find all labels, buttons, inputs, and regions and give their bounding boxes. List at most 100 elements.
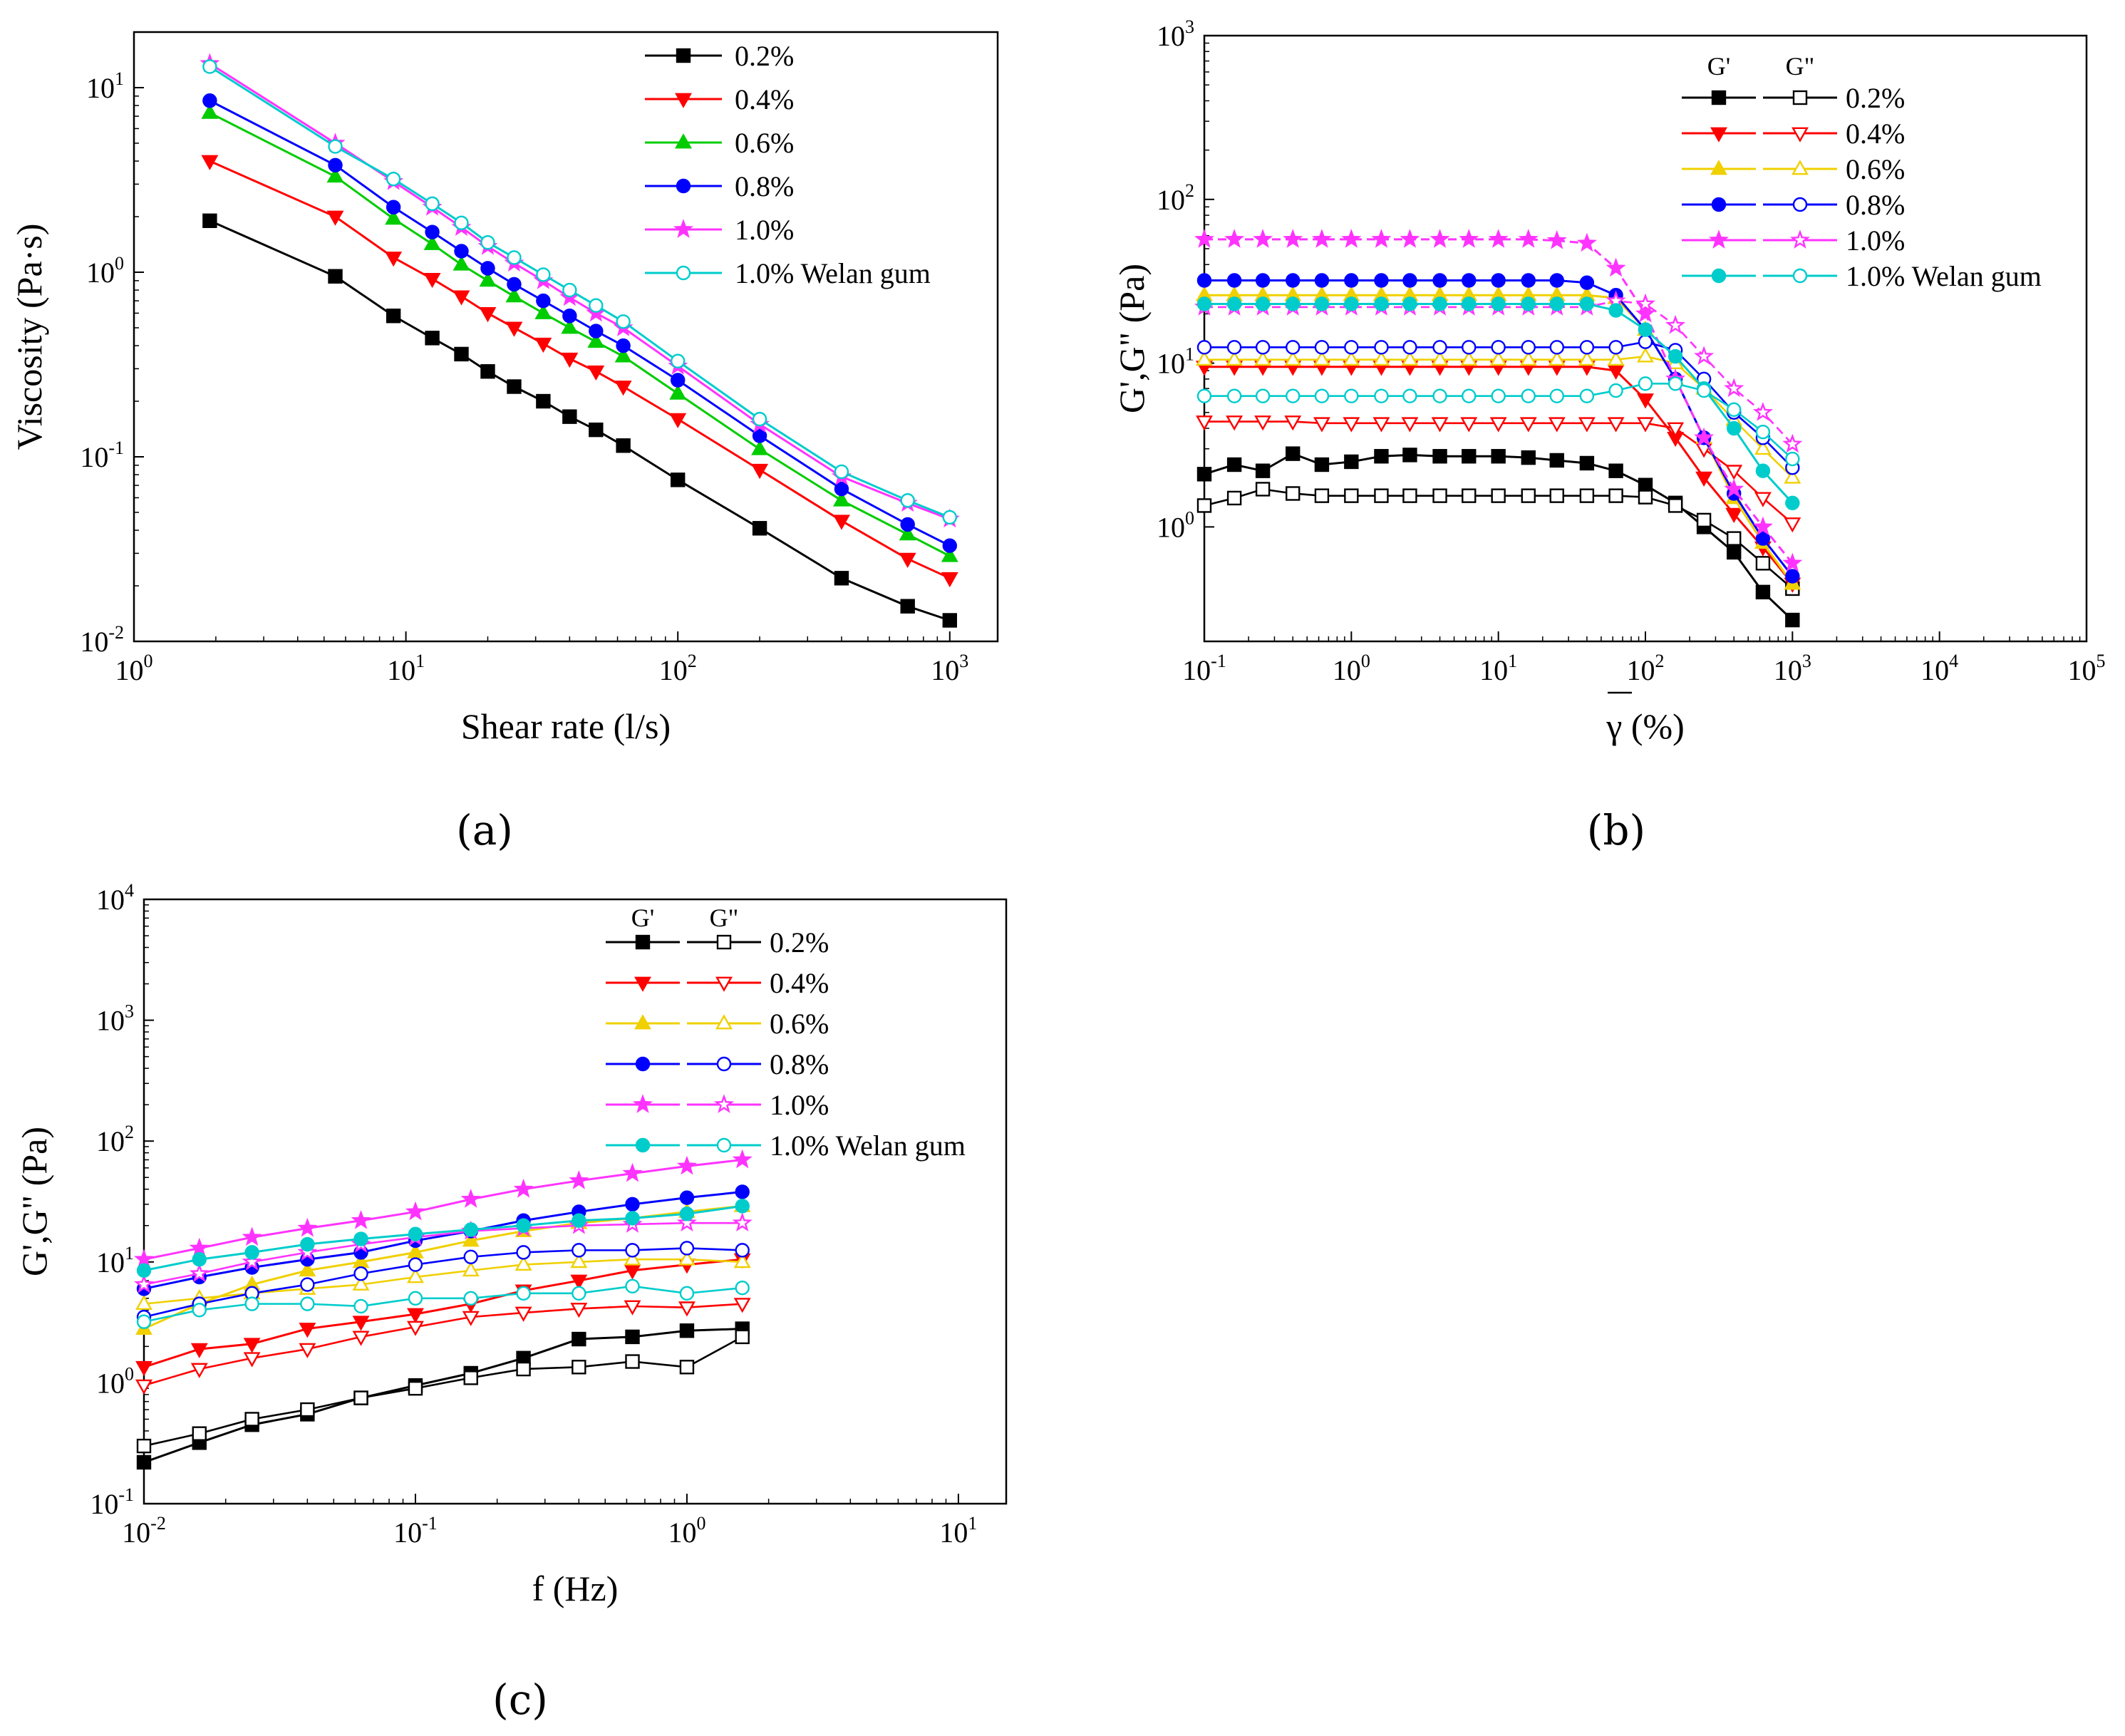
legend-marker-g1 [1711, 268, 1727, 284]
y-axis-title: G',G" (Pa) [1112, 264, 1152, 413]
legend-marker [675, 133, 692, 149]
x-tick-label: 104 [1920, 651, 1958, 686]
legend-label: 0.4% [770, 967, 829, 999]
data-point [479, 307, 497, 323]
y-tick-label: 10-1 [90, 1484, 134, 1520]
data-point-g2 [463, 1291, 478, 1306]
y-tick-label-base: 10 [1157, 184, 1185, 216]
data-point-g1 [1579, 296, 1595, 311]
data-point-g2 [1401, 350, 1419, 366]
data-point-g1 [1402, 448, 1417, 463]
data-point-g2 [570, 1303, 588, 1318]
data-point-g1 [516, 1218, 531, 1233]
data-point [202, 59, 217, 74]
data-point-g1 [1752, 516, 1773, 536]
legend-marker-g2 [1792, 90, 1808, 105]
series-g2-line-3 [143, 1247, 743, 1318]
data-point [614, 381, 632, 396]
legend-label: 0.6% [1846, 153, 1905, 185]
y-tick-label-base: 10 [1157, 20, 1185, 52]
data-point [614, 347, 632, 363]
data-point-g1 [1755, 584, 1771, 600]
data-point [479, 272, 497, 287]
data-point-g1 [1432, 273, 1447, 288]
legend-label: 0.2% [770, 926, 829, 959]
legend-header-g2: G" [1786, 52, 1815, 81]
y-tick-label-exponent: 0 [125, 1363, 134, 1384]
data-point-g2 [408, 1257, 423, 1272]
legend-marker-g2 [1790, 229, 1810, 249]
data-point-g2 [244, 1296, 259, 1311]
data-point-g1 [136, 1455, 152, 1470]
data-point-g1 [352, 1316, 370, 1331]
data-point-g2 [1196, 340, 1212, 355]
x-tick-label-base: 10 [668, 1517, 696, 1549]
x-tick-label-base: 10 [387, 654, 415, 686]
data-point [942, 613, 958, 628]
x-tick-label-base: 10 [393, 1517, 422, 1549]
data-point [480, 234, 495, 250]
data-point-g1 [1311, 229, 1332, 248]
legend-marker-g1 [633, 1094, 653, 1113]
data-point [942, 538, 958, 553]
data-point-g2 [463, 1249, 478, 1264]
data-point-g2 [1344, 388, 1359, 403]
data-point-g2 [1343, 417, 1360, 433]
data-point-g2 [624, 1300, 641, 1316]
data-point-g2 [1785, 451, 1800, 467]
data-point-g2 [243, 1352, 261, 1368]
data-point [832, 515, 850, 530]
data-point-g2 [516, 1286, 531, 1301]
legend-label: 0.6% [770, 1008, 829, 1040]
legend-marker-g2 [714, 1094, 734, 1113]
data-point-g2 [1286, 340, 1301, 355]
data-point-g2 [1519, 417, 1537, 433]
data-point-g1 [1518, 229, 1539, 248]
legend-marker [676, 178, 691, 194]
data-point-g2 [1374, 340, 1389, 355]
data-point-g2 [1372, 350, 1390, 366]
data-point [480, 261, 495, 276]
x-tick-label: 10-2 [122, 1513, 166, 1549]
data-point-g1 [572, 1213, 586, 1228]
data-point-g2 [300, 1296, 315, 1311]
data-point [423, 234, 441, 250]
x-tick-label-base: 10 [1333, 654, 1361, 686]
data-point-g2 [1254, 350, 1272, 366]
data-point-g2 [1286, 486, 1301, 501]
data-point-g2 [1226, 340, 1242, 355]
data-point-g2 [1491, 488, 1506, 503]
data-point-g1 [513, 1178, 534, 1198]
data-point-g2 [462, 1311, 480, 1326]
x-tick-label-exponent: 1 [1508, 651, 1517, 671]
data-point [671, 373, 686, 388]
y-axis-title: G',G" (Pa) [14, 1127, 54, 1276]
data-point [201, 103, 219, 119]
legend-label: 1.0% Welan gum [735, 257, 931, 289]
y-tick-label-exponent: 1 [1185, 344, 1194, 365]
data-point-g2 [1432, 488, 1447, 503]
data-point [941, 547, 958, 562]
data-point-g2 [1694, 346, 1715, 365]
data-point [536, 267, 551, 282]
legend-header-g2: G" [710, 904, 739, 932]
legend-marker-g2 [716, 1137, 732, 1153]
data-point-g2 [352, 1331, 370, 1346]
data-point-g2 [1607, 417, 1625, 433]
data-point-g1 [1374, 449, 1389, 464]
data-point-g1 [1608, 303, 1623, 318]
data-point [900, 493, 915, 508]
data-point-g1 [1344, 273, 1359, 288]
data-point-g1 [1286, 296, 1301, 311]
data-point-g1 [189, 1237, 210, 1257]
data-point-g1 [1314, 296, 1330, 311]
data-point-g1 [1196, 273, 1212, 288]
legend-label: 1.0% [735, 214, 794, 246]
data-point-g1 [297, 1217, 318, 1237]
data-point [752, 521, 767, 536]
x-tick-label: 100 [668, 1513, 705, 1549]
data-point [453, 290, 470, 306]
y-tick-label: 104 [96, 880, 134, 916]
